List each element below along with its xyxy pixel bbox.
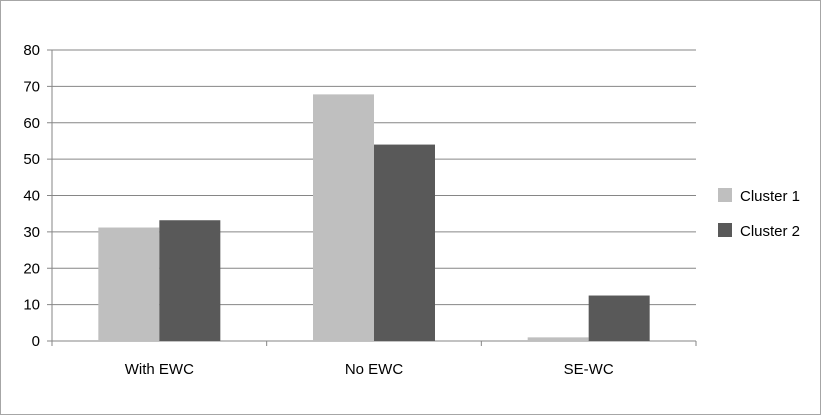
x-tick-label: SE-WC bbox=[564, 361, 614, 378]
bar-cluster-1 bbox=[313, 94, 374, 341]
y-tick-label: 30 bbox=[23, 224, 40, 241]
bar-cluster-1 bbox=[98, 227, 160, 341]
y-tick-label: 10 bbox=[23, 297, 40, 314]
y-tick-label: 0 bbox=[32, 333, 40, 350]
bar-cluster-2 bbox=[159, 220, 221, 341]
y-tick-label: 80 bbox=[23, 42, 40, 59]
legend-label: Cluster 2 bbox=[740, 223, 800, 240]
legend-label: Cluster 1 bbox=[740, 188, 800, 205]
bar-cluster-1 bbox=[527, 337, 589, 341]
y-tick-label: 50 bbox=[23, 151, 40, 168]
y-tick-label: 70 bbox=[23, 78, 40, 95]
y-axis: 0 10 20 30 40 50 60 70 80 bbox=[23, 42, 53, 350]
bar-cluster-2 bbox=[374, 144, 435, 341]
y-tick-label: 60 bbox=[23, 115, 40, 132]
x-axis: With EWC No EWC SE-WC bbox=[51, 341, 697, 378]
y-tick-label: 20 bbox=[23, 260, 40, 277]
x-tick-label: No EWC bbox=[345, 361, 404, 378]
legend-swatch bbox=[718, 188, 732, 202]
legend: Cluster 1 Cluster 2 bbox=[718, 188, 800, 240]
x-tick-label: With EWC bbox=[125, 361, 194, 378]
bar-cluster-2 bbox=[588, 295, 650, 341]
bars bbox=[98, 94, 650, 341]
y-tick-label: 40 bbox=[23, 188, 40, 205]
legend-swatch bbox=[718, 223, 732, 237]
